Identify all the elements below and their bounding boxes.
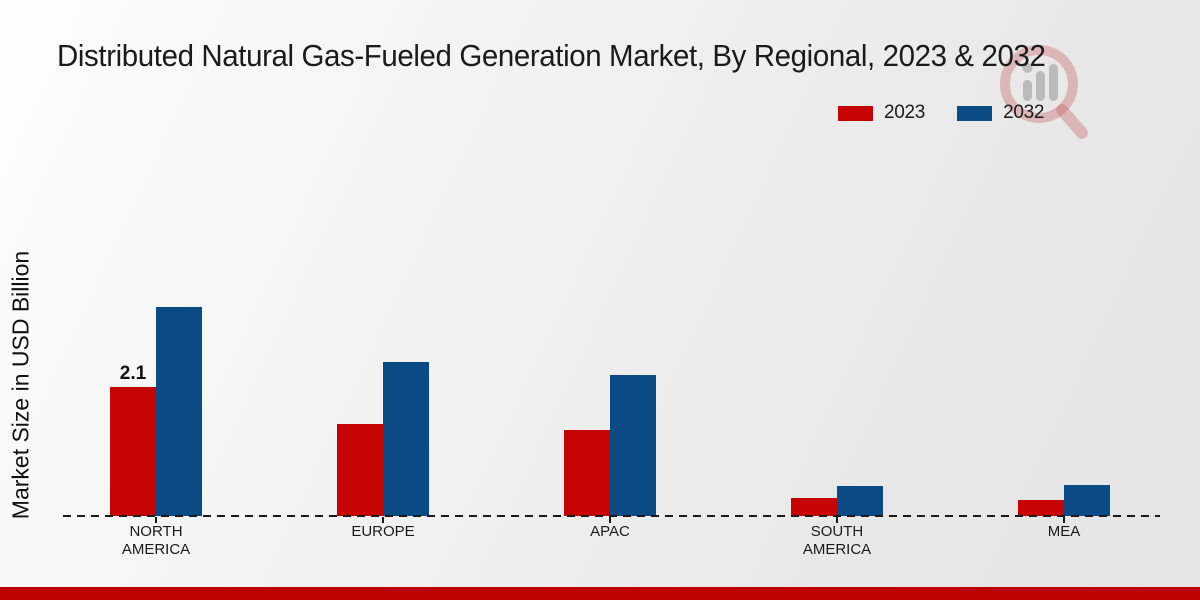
bar-2023-mea xyxy=(1018,500,1064,516)
x-axis-tick-north-america xyxy=(155,517,157,523)
y-axis-title: Market Size in USD Billion xyxy=(7,250,34,520)
bar-2032-europe xyxy=(383,362,429,516)
category-label-apac: APAC xyxy=(590,523,630,540)
bar-2032-mea xyxy=(1064,485,1110,516)
x-axis-tick-apac xyxy=(609,517,611,523)
legend-label-2023: 2023 xyxy=(884,102,926,123)
data-label-2.1: 2.1 xyxy=(119,363,147,384)
bar-2023-south-america xyxy=(791,498,837,516)
category-label-europe: EUROPE xyxy=(351,523,415,540)
bar-2032-south-america xyxy=(837,486,883,516)
legend-swatch-2032 xyxy=(957,105,993,121)
footer-red-bar xyxy=(0,587,1200,600)
legend-item-2023: 2023 xyxy=(838,102,925,124)
x-axis-tick-europe xyxy=(382,517,384,523)
legend: 2023 2032 xyxy=(838,102,1044,124)
bar-2032-north-america xyxy=(156,307,202,516)
bar-2023-europe xyxy=(337,424,383,516)
category-label-mea: MEA xyxy=(1047,523,1081,540)
x-axis-dashed-line xyxy=(63,515,1160,517)
magnifier-bar-chart-watermark-icon xyxy=(1000,45,1088,139)
legend-swatch-2023 xyxy=(838,105,873,121)
bar-2032-apac xyxy=(610,375,656,516)
legend-label-2032: 2032 xyxy=(1003,102,1045,123)
x-axis-tick-mea xyxy=(1063,517,1065,523)
category-label-north-america: NORTH AMERICA xyxy=(121,523,191,558)
chart-title: Distributed Natural Gas-Fueled Generatio… xyxy=(57,38,1046,73)
bar-2023-apac xyxy=(564,430,610,516)
bar-2023-north-america xyxy=(110,387,156,516)
x-axis-tick-south-america xyxy=(836,517,838,523)
legend-item-2032: 2032 xyxy=(957,102,1044,124)
category-label-south-america: SOUTH AMERICA xyxy=(802,523,872,558)
